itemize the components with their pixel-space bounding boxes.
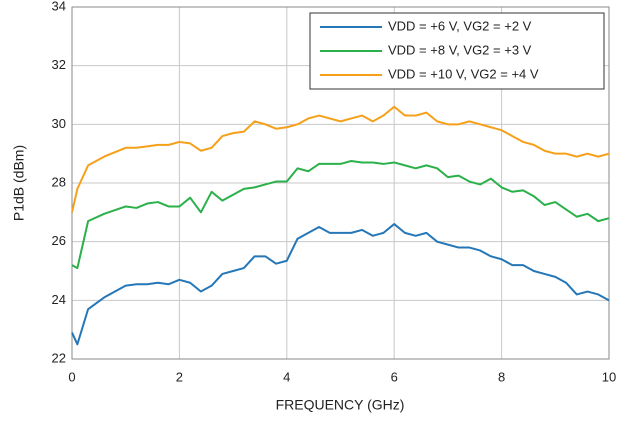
series-line [71,105,610,213]
y-tick-label: 24 [52,292,66,307]
y-tick-label: 26 [52,233,66,248]
legend-label: VDD = +8 V, VG2 = +3 V [388,42,532,57]
series-line [71,223,610,346]
x-tick-label: 0 [68,369,75,384]
x-axis-label: FREQUENCY (GHz) [276,397,405,413]
x-tick-label: 2 [176,369,183,384]
x-tick-label: 4 [283,369,290,384]
y-tick-label: 28 [52,174,66,189]
x-tick-label: 10 [602,369,616,384]
legend-label: VDD = +6 V, VG2 = +2 V [388,18,532,33]
x-tick-label: 8 [498,369,505,384]
x-tick-label: 6 [391,369,398,384]
series-line [71,160,610,270]
plot-frame [71,6,610,360]
y-tick-label: 30 [52,116,66,131]
y-tick-label: 32 [52,57,66,72]
y-axis-label: P1dB (dBm) [11,145,27,221]
legend-label: VDD = +10 V, VG2 = +4 V [388,66,539,81]
y-tick-label: 34 [52,0,66,13]
y-tick-label: 22 [52,350,66,365]
